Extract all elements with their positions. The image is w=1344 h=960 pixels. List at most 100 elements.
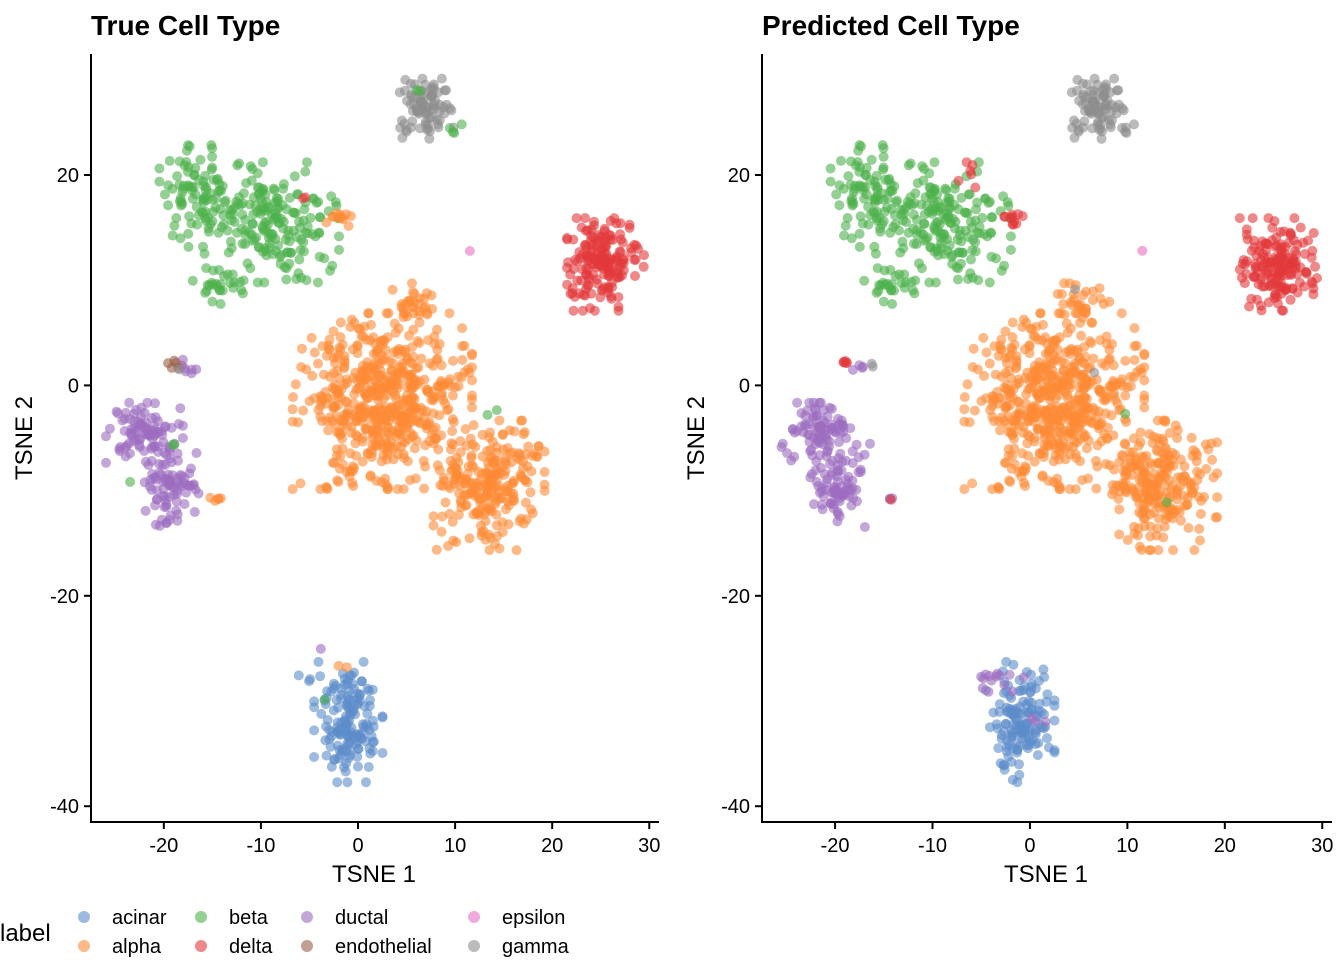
point-alpha bbox=[959, 416, 970, 427]
point-beta bbox=[890, 219, 901, 230]
point-beta bbox=[999, 260, 1010, 271]
point-alpha bbox=[1139, 348, 1150, 359]
point-acinar bbox=[1007, 730, 1017, 741]
point-ductal bbox=[1004, 669, 1015, 680]
point-beta bbox=[193, 175, 204, 186]
point-ductal bbox=[171, 505, 182, 516]
point-alpha bbox=[1000, 326, 1011, 337]
point-delta bbox=[600, 255, 611, 266]
point-beta bbox=[998, 191, 1009, 202]
point-beta bbox=[313, 277, 323, 288]
point-beta bbox=[327, 260, 338, 271]
point-alpha bbox=[1029, 456, 1040, 467]
point-alpha bbox=[1091, 456, 1101, 466]
point-beta bbox=[863, 219, 874, 230]
point-beta bbox=[302, 157, 312, 168]
point-alpha bbox=[357, 412, 368, 423]
point-delta bbox=[1283, 262, 1294, 273]
point-alpha bbox=[1073, 374, 1084, 384]
legend-item-ductal: ductal bbox=[301, 907, 388, 929]
point-beta bbox=[171, 213, 182, 223]
point-beta bbox=[200, 206, 211, 217]
point-alpha bbox=[1176, 472, 1187, 483]
point-alpha bbox=[334, 427, 345, 438]
point-beta bbox=[264, 242, 275, 253]
point-alpha bbox=[345, 448, 356, 459]
point-ductal bbox=[111, 406, 122, 417]
point-alpha bbox=[313, 358, 323, 369]
y-ticks: -40 -20 0 20 bbox=[50, 165, 91, 818]
point-alpha bbox=[446, 438, 457, 449]
point-delta bbox=[565, 288, 576, 299]
point-delta bbox=[966, 169, 977, 180]
point-beta bbox=[192, 219, 202, 230]
point-beta bbox=[908, 209, 919, 220]
point-alpha bbox=[1006, 427, 1017, 438]
point-beta bbox=[276, 249, 286, 260]
point-alpha bbox=[998, 393, 1009, 404]
point-delta bbox=[1249, 242, 1260, 253]
point-alpha bbox=[476, 530, 487, 541]
point-alpha bbox=[959, 404, 970, 415]
point-beta bbox=[234, 158, 245, 169]
point-alpha bbox=[1139, 375, 1150, 386]
point-alpha bbox=[339, 379, 350, 390]
point-ductal bbox=[142, 397, 153, 408]
point-alpha bbox=[1098, 299, 1109, 310]
point-ductal bbox=[817, 504, 828, 515]
point-ductal bbox=[828, 487, 839, 498]
point-beta bbox=[959, 207, 970, 218]
point-beta bbox=[207, 143, 218, 154]
point-alpha bbox=[1007, 415, 1017, 426]
point-alpha bbox=[1136, 451, 1147, 462]
point-alpha bbox=[1125, 371, 1136, 382]
point-delta bbox=[1265, 257, 1276, 268]
legend-item-alpha: alpha bbox=[78, 936, 162, 958]
point-alpha bbox=[457, 355, 468, 365]
point-ductal bbox=[851, 484, 862, 495]
point-ductal bbox=[140, 417, 151, 428]
point-acinar bbox=[1024, 740, 1034, 751]
point-acinar bbox=[315, 671, 326, 682]
point-alpha bbox=[539, 467, 550, 477]
point-acinar bbox=[344, 686, 355, 697]
y-axis-title: TSNE 2 bbox=[683, 396, 710, 480]
point-gamma bbox=[417, 73, 428, 84]
point-beta bbox=[183, 162, 194, 173]
point-delta bbox=[604, 268, 615, 279]
legend-label: endothelial bbox=[335, 936, 432, 958]
point-alpha bbox=[509, 426, 520, 437]
x-tick-label: -20 bbox=[821, 835, 850, 857]
point-alpha bbox=[959, 392, 970, 403]
y-tick-label: 0 bbox=[68, 375, 79, 397]
point-ductal bbox=[143, 460, 154, 471]
point-gamma bbox=[1099, 81, 1110, 92]
point-delta bbox=[1263, 213, 1274, 224]
point-alpha bbox=[467, 402, 477, 413]
point-ductal bbox=[189, 507, 200, 517]
point-acinar bbox=[358, 726, 369, 737]
point-ductal bbox=[124, 448, 135, 459]
point-delta bbox=[1247, 213, 1258, 224]
point-delta bbox=[1267, 222, 1278, 233]
point-acinar bbox=[361, 777, 371, 788]
point-alpha bbox=[467, 348, 477, 359]
point-alpha bbox=[480, 506, 491, 517]
point-acinar bbox=[341, 700, 352, 710]
point-alpha bbox=[374, 371, 385, 382]
point-alpha bbox=[962, 379, 973, 390]
x-tick-label: 30 bbox=[638, 835, 660, 857]
y-tick-label: -20 bbox=[721, 586, 750, 608]
point-alpha bbox=[1060, 454, 1071, 465]
point-alpha bbox=[1064, 484, 1075, 495]
point-beta bbox=[897, 236, 908, 247]
point-acinar bbox=[994, 699, 1005, 710]
point-alpha bbox=[1183, 523, 1194, 533]
point-alpha bbox=[290, 379, 301, 390]
point-alpha bbox=[1011, 363, 1021, 374]
point-ductal bbox=[815, 397, 826, 408]
point-ductal bbox=[846, 500, 857, 511]
point-beta bbox=[219, 271, 229, 281]
point-alpha bbox=[400, 347, 411, 358]
point-alpha bbox=[380, 415, 391, 425]
